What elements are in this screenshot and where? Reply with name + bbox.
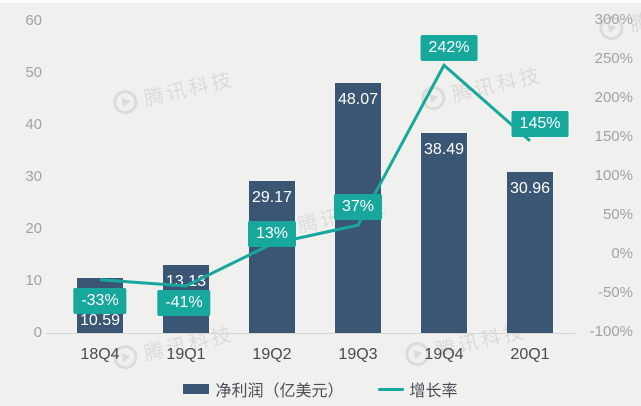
right-axis-tick--100%: -100% <box>589 323 633 340</box>
right-axis-tick-100%: 100% <box>594 167 633 184</box>
x-axis-label-19Q4: 19Q4 <box>424 346 464 363</box>
x-axis-label-20Q1: 20Q1 <box>510 346 550 363</box>
legend-item-net-profit: 净利润（亿美元） <box>183 377 344 401</box>
left-axis-tick-20: 20 <box>25 220 42 237</box>
growth-rate-label-19Q3: 37% <box>333 194 383 220</box>
growth-rate-label-18Q4: -33% <box>73 288 127 314</box>
right-axis-tick-250%: 250% <box>594 50 633 67</box>
bar-19Q2: 29.17 <box>249 181 295 333</box>
growth-rate-label-20Q1: 145% <box>511 111 569 137</box>
net-profit-bar-swatch <box>183 384 210 394</box>
bar-value-label-20Q1: 30.96 <box>509 180 551 197</box>
legend-item-growth-rate: 增长率 <box>377 377 458 401</box>
bar-value-label-19Q2: 29.17 <box>251 189 293 207</box>
bar-19Q4: 38.49 <box>421 132 467 333</box>
growth-rate-line-swatch <box>377 387 404 391</box>
growth-rate-label-19Q1: -41% <box>157 290 211 316</box>
net-profit-legend-label: 净利润（亿美元） <box>215 383 344 400</box>
top-edge-strip <box>0 0 641 3</box>
x-axis-baseline <box>46 333 575 334</box>
growth-rate-legend-label: 增长率 <box>409 383 458 400</box>
x-axis-label-19Q2: 19Q2 <box>252 346 292 363</box>
x-axis-label-18Q4: 18Q4 <box>80 346 120 363</box>
right-axis-tick-300%: 300% <box>594 11 633 28</box>
left-axis-tick-60: 60 <box>25 12 42 29</box>
legend: 净利润（亿美元） 增长率 <box>0 377 641 401</box>
right-axis-tick-50%: 50% <box>602 206 633 223</box>
right-axis-tick-150%: 150% <box>594 128 633 145</box>
growth-rate-label-19Q4: 242% <box>420 35 478 61</box>
left-axis-tick-0: 0 <box>33 324 42 341</box>
bar-value-label-18Q4: 10.59 <box>79 311 121 329</box>
growth-rate-label-19Q2: 13% <box>247 221 297 247</box>
right-axis-tick--50%: -50% <box>597 284 633 301</box>
left-axis-tick-30: 30 <box>25 168 42 185</box>
right-axis-tick-0%: 0% <box>611 245 633 262</box>
bar-value-label-19Q4: 38.49 <box>423 140 465 158</box>
left-axis-tick-50: 50 <box>25 64 42 81</box>
x-axis-label-19Q1: 19Q1 <box>166 346 206 363</box>
x-axis-label-19Q3: 19Q3 <box>338 346 378 363</box>
left-axis-tick-40: 40 <box>25 116 42 133</box>
left-axis-tick-10: 10 <box>25 272 42 289</box>
bar-20Q1: 30.96 <box>507 172 553 333</box>
bar-value-label-19Q3: 48.07 <box>337 91 379 109</box>
right-axis-tick-200%: 200% <box>594 89 633 106</box>
